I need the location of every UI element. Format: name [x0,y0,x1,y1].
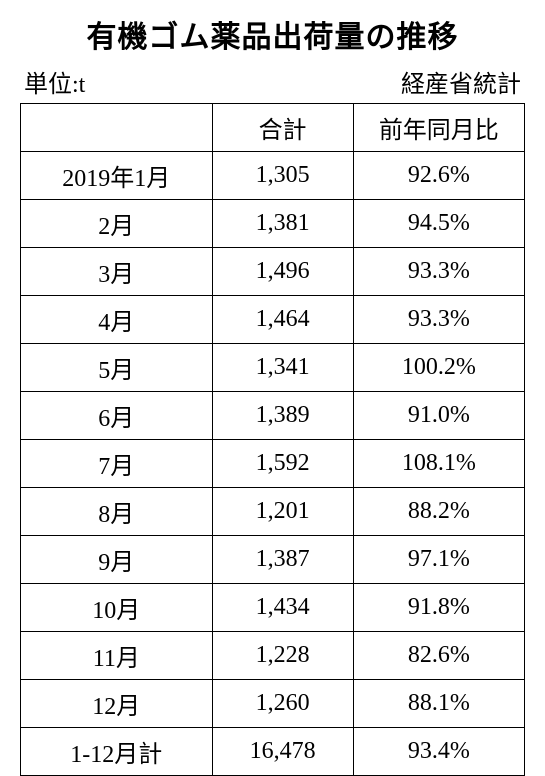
table-row: 1-12月計16,47893.4% [21,728,525,776]
cell-period: 2019年1月 [21,152,213,200]
cell-total: 1,496 [212,248,353,296]
cell-period: 9月 [21,536,213,584]
table-row: 8月1,20188.2% [21,488,525,536]
cell-period: 2月 [21,200,213,248]
table-row: 11月1,22882.6% [21,632,525,680]
cell-yoy: 88.1% [353,680,524,728]
cell-period: 3月 [21,248,213,296]
cell-yoy: 88.2% [353,488,524,536]
cell-total: 1,305 [212,152,353,200]
table-row: 3月1,49693.3% [21,248,525,296]
cell-period: 6月 [21,392,213,440]
cell-yoy: 93.3% [353,248,524,296]
table-row: 12月1,26088.1% [21,680,525,728]
cell-yoy: 82.6% [353,632,524,680]
cell-total: 1,228 [212,632,353,680]
table-row: 5月1,341100.2% [21,344,525,392]
cell-total: 1,381 [212,200,353,248]
table-body: 2019年1月1,30592.6%2月1,38194.5%3月1,49693.3… [21,152,525,776]
table-row: 10月1,43491.8% [21,584,525,632]
col-header-yoy: 前年同月比 [353,104,524,152]
cell-yoy: 108.1% [353,440,524,488]
cell-total: 1,592 [212,440,353,488]
table-header-row: 合計 前年同月比 [21,104,525,152]
cell-period: 4月 [21,296,213,344]
cell-period: 1-12月計 [21,728,213,776]
cell-total: 1,201 [212,488,353,536]
cell-total: 16,478 [212,728,353,776]
cell-total: 1,389 [212,392,353,440]
table-row: 2019年1月1,30592.6% [21,152,525,200]
cell-total: 1,464 [212,296,353,344]
cell-yoy: 93.3% [353,296,524,344]
source-label: 経産省統計 [401,64,521,99]
cell-yoy: 93.4% [353,728,524,776]
cell-yoy: 100.2% [353,344,524,392]
table-row: 7月1,592108.1% [21,440,525,488]
cell-yoy: 94.5% [353,200,524,248]
table-row: 9月1,38797.1% [21,536,525,584]
cell-total: 1,260 [212,680,353,728]
cell-yoy: 92.6% [353,152,524,200]
cell-total: 1,387 [212,536,353,584]
cell-period: 11月 [21,632,213,680]
cell-yoy: 91.8% [353,584,524,632]
cell-period: 12月 [21,680,213,728]
header-row: 単位:t 経産省統計 [20,64,525,99]
cell-total: 1,341 [212,344,353,392]
table-row: 4月1,46493.3% [21,296,525,344]
cell-period: 10月 [21,584,213,632]
cell-period: 8月 [21,488,213,536]
col-header-period [21,104,213,152]
cell-period: 5月 [21,344,213,392]
shipment-table: 合計 前年同月比 2019年1月1,30592.6%2月1,38194.5%3月… [20,103,525,776]
table-row: 2月1,38194.5% [21,200,525,248]
col-header-total: 合計 [212,104,353,152]
table-row: 6月1,38991.0% [21,392,525,440]
cell-yoy: 91.0% [353,392,524,440]
cell-period: 7月 [21,440,213,488]
page-title: 有機ゴム薬品出荷量の推移 [20,12,525,56]
unit-label: 単位:t [24,64,85,99]
cell-total: 1,434 [212,584,353,632]
cell-yoy: 97.1% [353,536,524,584]
